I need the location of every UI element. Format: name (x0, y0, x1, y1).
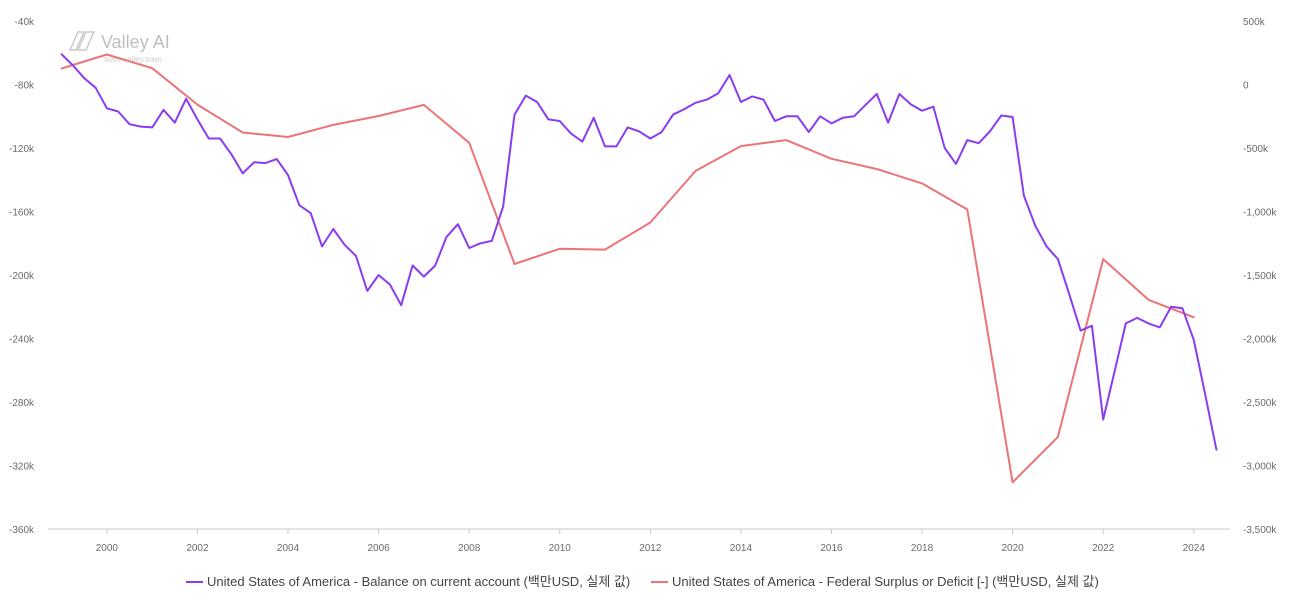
y-right-tick-label: -1,500k (1243, 271, 1277, 282)
x-tick-label: 2016 (820, 543, 843, 554)
x-tick-label: 2000 (96, 543, 119, 554)
valley-logo-icon (68, 31, 96, 51)
y-right-tick-label: 500k (1243, 17, 1266, 28)
x-tick-label: 2006 (367, 543, 390, 554)
x-tick-label: 2004 (277, 543, 300, 554)
y-left-tick-label: -240k (9, 335, 35, 346)
x-tick-label: 2010 (549, 543, 572, 554)
y-left-tick-label: -320k (9, 462, 35, 473)
legend: United States of America - Balance on cu… (186, 574, 1099, 589)
y-left-tick-label: -80k (15, 81, 35, 92)
series-layer (60, 53, 1218, 484)
x-tick-label: 2012 (639, 543, 662, 554)
x-tick-label: 2014 (730, 543, 753, 554)
y-left-tick-label: -120k (9, 144, 35, 155)
y-right-tick-label: -500k (1243, 144, 1269, 155)
legend-item-federal-deficit[interactable]: United States of America - Federal Surpl… (651, 574, 1099, 589)
y-left-tick-label: -160k (9, 208, 35, 219)
x-tick-label: 2020 (1001, 543, 1024, 554)
y-left-tick-label: -200k (9, 271, 35, 282)
y-right-tick-label: -2,500k (1243, 398, 1277, 409)
y-left-tick-label: -40k (15, 17, 35, 28)
x-tick-label: 2008 (458, 543, 481, 554)
x-tick-label: 2024 (1183, 543, 1206, 554)
x-tick-label: 2018 (911, 543, 934, 554)
y-left-tick-label: -280k (9, 398, 35, 409)
legend-item-current-account[interactable]: United States of America - Balance on cu… (186, 574, 630, 589)
x-tick-label: 2002 (186, 543, 209, 554)
legend-label-current-account: United States of America - Balance on cu… (207, 574, 630, 589)
series-line-current-account[interactable] (60, 53, 1218, 451)
y-right-tick-label: -1,000k (1243, 208, 1277, 219)
watermark: Valley AI www.valley.town (68, 31, 170, 64)
y-right-tick-label: -2,000k (1243, 335, 1277, 346)
y-right-tick-label: 0 (1243, 81, 1249, 92)
x-tick-label: 2022 (1092, 543, 1115, 554)
y-right-tick-label: -3,500k (1243, 525, 1277, 536)
y-left-tick-label: -360k (9, 525, 35, 536)
legend-label-federal-deficit: United States of America - Federal Surpl… (672, 574, 1099, 589)
watermark-brand: Valley AI (101, 32, 170, 52)
series-line-federal-deficit[interactable] (60, 53, 1195, 484)
y-right-tick-label: -3,000k (1243, 462, 1277, 473)
watermark-url: www.valley.town (103, 55, 162, 64)
axes: 2000 2002 2004 2006 2008 2010 2012 2014 2016 2018… (9, 17, 1277, 554)
